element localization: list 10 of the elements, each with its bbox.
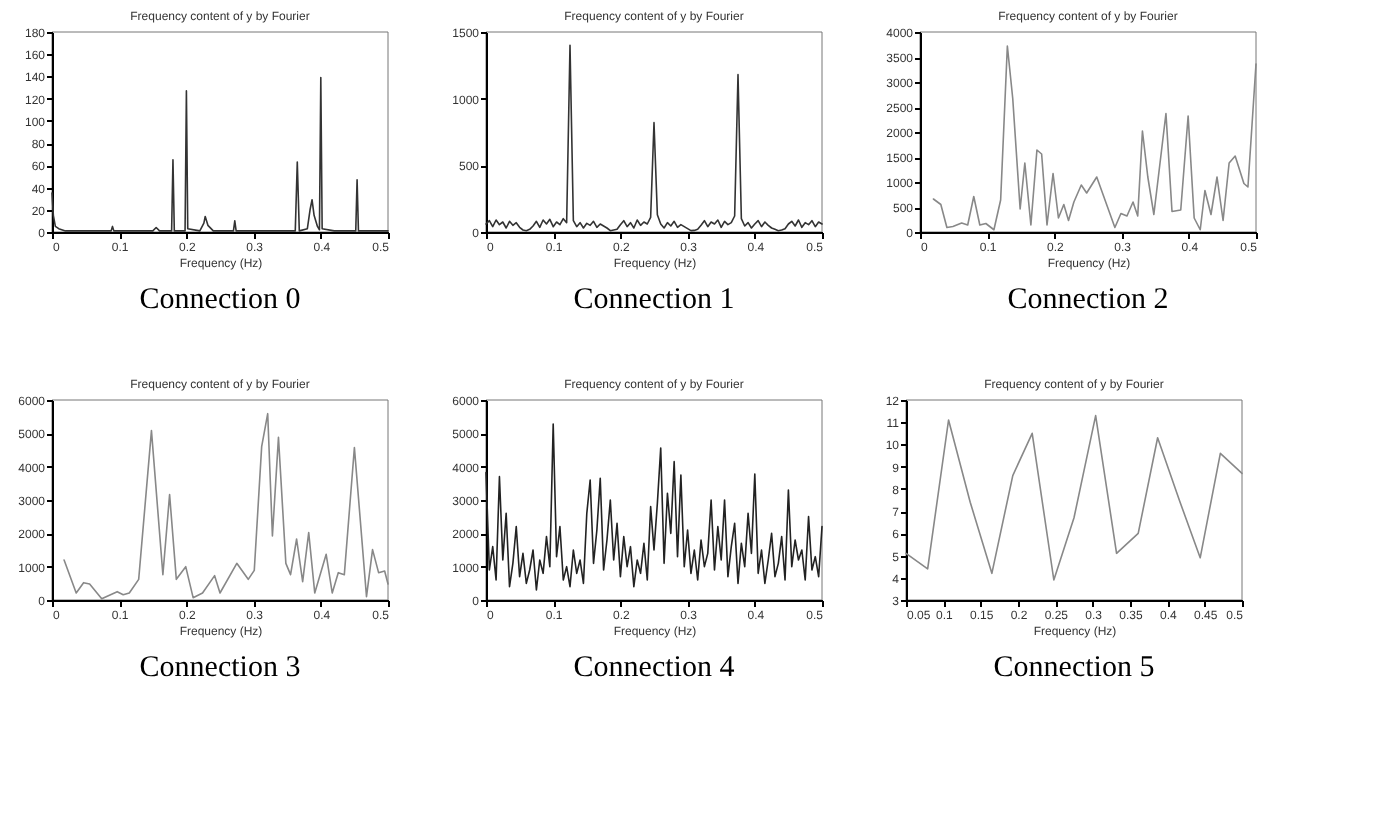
line-series — [485, 423, 823, 591]
line-series — [63, 412, 389, 600]
text: Connection 2 — [1007, 284, 1169, 316]
text: Connection 3 — [139, 652, 301, 684]
line-series — [905, 414, 1243, 581]
text: Connection 5 — [993, 652, 1155, 684]
line-series — [932, 45, 1257, 231]
text: Connection 1 — [573, 284, 735, 316]
text: Connection 4 — [573, 652, 736, 684]
text: Connection 0 — [139, 284, 301, 316]
